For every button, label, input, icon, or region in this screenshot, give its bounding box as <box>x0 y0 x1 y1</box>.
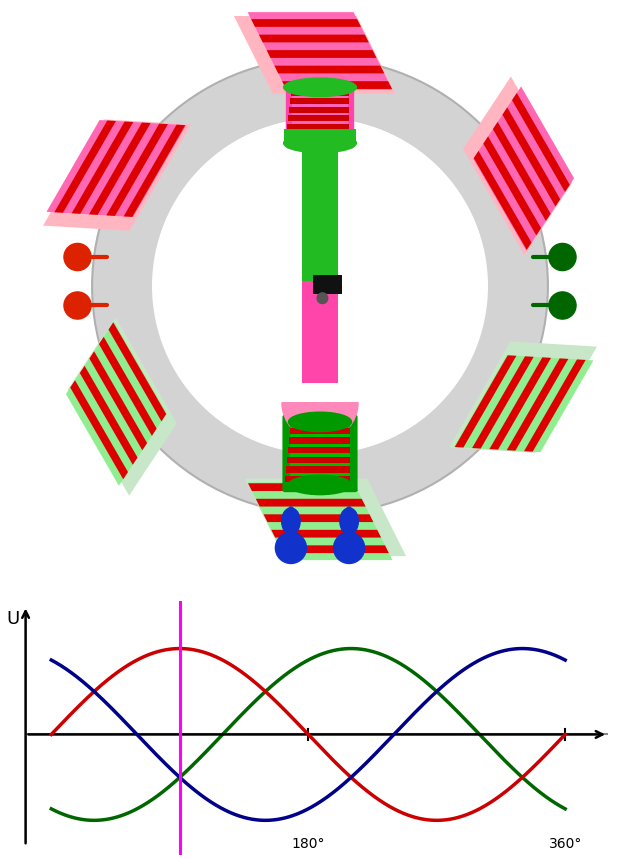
FancyBboxPatch shape <box>286 466 350 472</box>
Polygon shape <box>474 151 532 250</box>
Polygon shape <box>234 16 396 94</box>
Circle shape <box>64 243 91 271</box>
Polygon shape <box>271 530 381 538</box>
FancyBboxPatch shape <box>291 90 349 95</box>
Circle shape <box>64 292 91 319</box>
Polygon shape <box>490 357 551 449</box>
Polygon shape <box>524 359 586 452</box>
Polygon shape <box>275 65 384 73</box>
Polygon shape <box>66 321 166 486</box>
Polygon shape <box>106 124 168 216</box>
Circle shape <box>549 292 576 319</box>
FancyBboxPatch shape <box>288 115 349 121</box>
Polygon shape <box>455 356 516 448</box>
Circle shape <box>549 243 576 271</box>
Polygon shape <box>259 34 369 42</box>
FancyBboxPatch shape <box>284 129 356 143</box>
FancyBboxPatch shape <box>282 415 358 492</box>
Polygon shape <box>248 12 392 89</box>
FancyBboxPatch shape <box>276 383 364 403</box>
Polygon shape <box>89 123 150 215</box>
FancyBboxPatch shape <box>287 124 349 130</box>
FancyBboxPatch shape <box>289 437 350 444</box>
Polygon shape <box>248 484 358 491</box>
FancyBboxPatch shape <box>290 428 350 434</box>
FancyBboxPatch shape <box>301 281 339 403</box>
Polygon shape <box>47 120 186 217</box>
Polygon shape <box>474 87 574 251</box>
Polygon shape <box>90 351 147 450</box>
FancyBboxPatch shape <box>292 88 348 143</box>
FancyBboxPatch shape <box>290 99 349 104</box>
FancyBboxPatch shape <box>290 422 350 485</box>
Text: 180°: 180° <box>291 837 325 850</box>
Polygon shape <box>108 322 166 422</box>
FancyBboxPatch shape <box>313 276 342 295</box>
Text: U: U <box>6 610 20 628</box>
Polygon shape <box>124 125 185 217</box>
Polygon shape <box>248 483 392 560</box>
Polygon shape <box>43 119 191 231</box>
Polygon shape <box>264 515 373 522</box>
Polygon shape <box>80 366 138 465</box>
Circle shape <box>317 293 328 303</box>
Polygon shape <box>483 137 541 235</box>
Polygon shape <box>282 82 392 89</box>
Polygon shape <box>472 356 534 448</box>
Polygon shape <box>68 317 177 496</box>
Ellipse shape <box>282 508 300 534</box>
Wedge shape <box>281 403 359 442</box>
Ellipse shape <box>284 78 356 96</box>
FancyBboxPatch shape <box>286 83 354 149</box>
Polygon shape <box>449 341 597 453</box>
Polygon shape <box>512 93 570 192</box>
Polygon shape <box>244 478 406 557</box>
Circle shape <box>92 58 548 514</box>
Ellipse shape <box>284 133 356 153</box>
Ellipse shape <box>289 412 351 431</box>
Polygon shape <box>99 337 157 436</box>
Polygon shape <box>507 358 568 451</box>
Polygon shape <box>54 120 116 213</box>
Polygon shape <box>256 499 365 507</box>
Polygon shape <box>70 381 128 479</box>
Polygon shape <box>279 545 389 553</box>
Ellipse shape <box>289 475 351 495</box>
Circle shape <box>275 533 307 564</box>
FancyBboxPatch shape <box>288 447 350 454</box>
FancyBboxPatch shape <box>289 107 349 113</box>
Polygon shape <box>463 76 572 255</box>
FancyBboxPatch shape <box>301 143 339 281</box>
FancyBboxPatch shape <box>285 476 350 483</box>
Polygon shape <box>72 121 133 214</box>
Circle shape <box>333 533 365 564</box>
FancyBboxPatch shape <box>287 457 350 463</box>
Polygon shape <box>251 19 361 27</box>
Polygon shape <box>493 122 550 221</box>
Circle shape <box>153 119 487 454</box>
Polygon shape <box>502 107 560 206</box>
Ellipse shape <box>282 390 358 415</box>
FancyBboxPatch shape <box>286 132 349 138</box>
Text: 360°: 360° <box>548 837 582 850</box>
Polygon shape <box>267 50 376 58</box>
Ellipse shape <box>340 508 358 534</box>
Polygon shape <box>454 356 593 452</box>
